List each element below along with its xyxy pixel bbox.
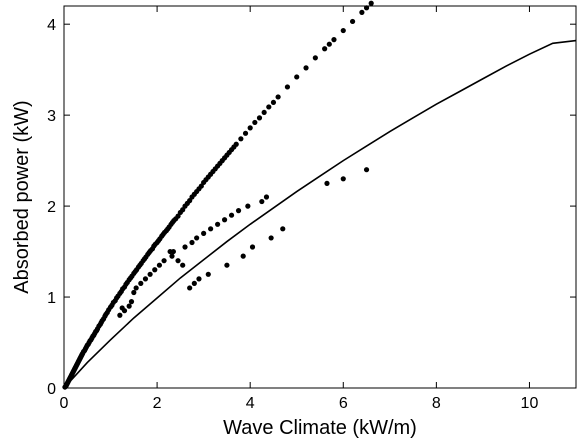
data-point <box>294 74 300 80</box>
data-point <box>235 208 242 214</box>
data-point <box>340 176 346 182</box>
data-point <box>175 258 181 264</box>
data-point <box>215 221 221 227</box>
data-point <box>161 258 167 264</box>
fit-line <box>63 39 577 389</box>
data-point <box>205 271 211 277</box>
x-tick-label: 4 <box>246 395 255 412</box>
data-point <box>245 203 251 209</box>
data-point <box>275 94 281 100</box>
x-axis-label: Wave Climate (kW/m) <box>223 417 417 439</box>
data-point <box>152 267 158 273</box>
data-point <box>240 253 246 259</box>
data-point <box>180 262 186 268</box>
y-axis-label: Absorbed power (kW) <box>11 100 33 293</box>
data-point <box>119 305 125 311</box>
points-layer <box>62 0 374 390</box>
data-point <box>249 244 256 250</box>
data-point <box>263 194 270 200</box>
data-point <box>201 230 207 236</box>
data-point <box>280 226 286 232</box>
y-tick-label: 4 <box>47 17 56 34</box>
x-axis-ticks: 0 2 4 6 8 10 <box>60 6 539 412</box>
data-point <box>363 5 370 11</box>
data-point <box>233 141 239 147</box>
data-point <box>349 18 356 25</box>
data-point <box>242 130 249 136</box>
data-point <box>268 235 274 241</box>
data-point <box>156 262 163 268</box>
data-point <box>284 84 291 90</box>
y-tick-label: 0 <box>47 381 56 398</box>
data-point <box>147 271 153 277</box>
data-point <box>368 0 374 6</box>
y-axis-ticks: 0 1 2 3 4 <box>47 17 576 398</box>
data-point <box>131 289 137 296</box>
data-point <box>191 280 197 286</box>
data-point <box>187 285 193 291</box>
x-tick-label: 10 <box>521 395 539 412</box>
data-point <box>189 239 195 246</box>
data-point <box>252 119 258 126</box>
data-point <box>170 248 176 255</box>
data-point <box>303 65 309 71</box>
data-point <box>261 109 267 116</box>
plot-frame <box>63 5 577 389</box>
data-point <box>142 276 149 282</box>
x-tick-label: 6 <box>339 395 348 412</box>
data-point <box>182 244 188 250</box>
data-point <box>138 280 144 286</box>
y-tick-label: 3 <box>47 108 56 125</box>
y-tick-label: 2 <box>47 199 56 216</box>
data-point <box>359 9 365 15</box>
x-tick-label: 2 <box>153 395 162 412</box>
x-tick-label: 0 <box>60 395 69 412</box>
data-point <box>331 37 337 43</box>
data-point <box>270 99 277 106</box>
data-point <box>228 212 235 218</box>
data-point <box>266 104 272 110</box>
data-point <box>363 167 370 173</box>
data-point <box>133 285 139 291</box>
data-point <box>224 262 230 268</box>
data-point <box>247 125 253 131</box>
data-point <box>340 27 346 34</box>
data-point <box>221 217 228 223</box>
data-point <box>326 41 332 47</box>
data-point <box>259 198 265 205</box>
data-point <box>196 276 202 282</box>
data-point <box>312 55 318 61</box>
data-point <box>256 115 263 121</box>
y-tick-label: 1 <box>47 290 56 307</box>
data-point <box>208 226 214 232</box>
x-tick-label: 8 <box>432 395 441 412</box>
data-point <box>324 180 330 186</box>
data-point <box>238 136 244 142</box>
data-point <box>117 312 123 318</box>
data-point <box>128 299 135 305</box>
data-point <box>322 46 328 52</box>
data-point <box>194 235 200 241</box>
data-point <box>169 253 175 259</box>
data-point <box>126 303 132 309</box>
